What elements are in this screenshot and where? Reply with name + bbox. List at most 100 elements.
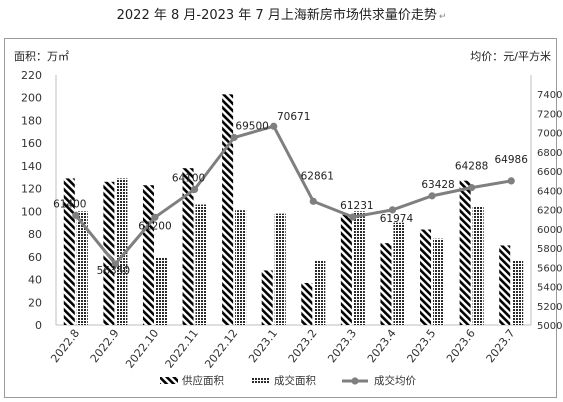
right-tick-label: 62000 — [537, 206, 563, 217]
left-tick-label: 40 — [28, 274, 42, 287]
right-tick-label: 66000 — [537, 167, 563, 178]
legend: 供应面积 成交面积 成交均价 — [160, 374, 416, 387]
price-data-label: 61231 — [340, 200, 373, 212]
left-tick-label: 220 — [21, 69, 42, 82]
supply-bar — [142, 185, 154, 325]
deal-bar — [195, 204, 207, 325]
right-tick-label: 74000 — [537, 90, 563, 101]
price-point — [309, 197, 317, 205]
legend-swatch-deal — [252, 377, 270, 384]
price-data-label: 56350 — [97, 265, 130, 277]
price-point — [388, 206, 397, 214]
x-tick-label: 2023.4 — [365, 327, 399, 365]
supply-bar — [222, 94, 234, 326]
x-tick-label: 2023.3 — [325, 327, 359, 365]
supply-bar — [182, 168, 194, 325]
x-tick-label: 2023.1 — [246, 327, 280, 365]
left-tick-label: 120 — [21, 183, 42, 196]
legend-label: 成交均价 — [374, 374, 416, 387]
x-tick-label: 2023.2 — [286, 327, 320, 365]
price-data-label: 61974 — [380, 213, 414, 225]
deal-bar — [155, 257, 167, 325]
supply-bar — [340, 214, 352, 325]
deal-bar — [393, 222, 405, 325]
supply-bar — [380, 243, 392, 325]
left-tick-label: 100 — [21, 205, 42, 218]
price-data-label: 70671 — [277, 111, 310, 123]
right-tick-label: 64000 — [537, 186, 563, 197]
price-point — [349, 213, 357, 221]
legend-label: 成交面积 — [274, 374, 316, 387]
x-tick-label: 2022.11 — [163, 327, 201, 371]
price-point — [151, 213, 159, 221]
x-tick-label: 2022.12 — [202, 327, 240, 371]
x-tick-label: 2023.7 — [484, 327, 518, 365]
right-tick-label: 56000 — [537, 263, 563, 274]
price-data-label: 64100 — [172, 172, 205, 184]
price-point — [230, 133, 238, 142]
deal-bar — [512, 260, 524, 325]
deal-bar — [472, 206, 484, 325]
paragraph-mark: ↵ — [438, 12, 447, 22]
legend-swatch-supply — [160, 377, 178, 384]
price-point — [72, 211, 80, 219]
price-data-label: 61200 — [138, 220, 171, 232]
right-axis-unit-label: 均价：元/平方米 — [470, 50, 551, 63]
point-labels-layer: 61400 56350 61200 64100 69500 70671 62861 61231… — [53, 111, 528, 277]
right-tick-label: 58000 — [537, 244, 563, 255]
left-tick-label: 80 — [28, 228, 42, 241]
supply-bar — [261, 270, 273, 325]
right-tick-label: 54000 — [537, 283, 563, 294]
left-tick-label: 0 — [35, 319, 42, 332]
price-point — [190, 185, 199, 194]
supply-bar — [499, 245, 511, 325]
price-data-label: 62861 — [301, 170, 334, 182]
line-layer — [72, 122, 515, 268]
right-tick-label: 72000 — [537, 109, 563, 120]
left-tick-label: 160 — [21, 137, 42, 150]
chart-title-text: 2022 年 8 月-2023 年 7 月上海新房市场供求量价走势 — [116, 8, 437, 23]
supply-bar — [63, 178, 75, 325]
deal-bar — [274, 213, 286, 325]
left-tick-label: 140 — [21, 160, 42, 173]
price-line — [74, 124, 512, 267]
x-tick-label: 2023.5 — [404, 327, 438, 365]
price-data-label: 63428 — [421, 179, 454, 191]
left-tick-label: 60 — [28, 251, 42, 264]
right-tick-label: 52000 — [537, 302, 563, 313]
left-axis-unit-label: 面积：万㎡ — [14, 50, 69, 63]
x-tick-label: 2022.8 — [48, 327, 82, 365]
price-point — [507, 177, 515, 185]
bars-layer — [63, 94, 524, 326]
chart-border — [4, 38, 557, 398]
price-point — [111, 260, 119, 268]
chart-title: 2022 年 8 月-2023 年 7 月上海新房市场供求量价走势 ↵ — [0, 4, 563, 23]
right-tick-label: 50000 — [537, 321, 563, 332]
x-tick-label: 2022.10 — [123, 327, 161, 371]
deal-bar — [433, 238, 445, 325]
x-tick-label: 2023.6 — [444, 327, 478, 365]
right-tick-label: 68000 — [537, 148, 563, 159]
price-point — [428, 192, 436, 200]
left-tick-label: 200 — [21, 92, 42, 105]
supply-bar — [301, 282, 313, 325]
price-point — [468, 184, 476, 192]
deal-bar — [116, 178, 128, 325]
price-data-label: 64986 — [495, 154, 529, 166]
deal-bar — [314, 260, 326, 325]
right-tick-label: 70000 — [537, 129, 563, 140]
legend-label: 供应面积 — [182, 374, 224, 387]
deal-bar — [76, 211, 88, 325]
left-tick-label: 20 — [28, 296, 42, 309]
supply-bar — [103, 181, 115, 325]
price-point — [270, 122, 278, 130]
price-data-label: 64288 — [455, 161, 488, 173]
legend-swatch-price-point — [351, 377, 359, 385]
supply-bar — [459, 180, 471, 325]
price-data-label: 69500 — [235, 121, 268, 133]
deal-bar — [353, 211, 365, 325]
right-tick-label: 60000 — [537, 225, 563, 236]
left-tick-label: 180 — [21, 114, 42, 127]
